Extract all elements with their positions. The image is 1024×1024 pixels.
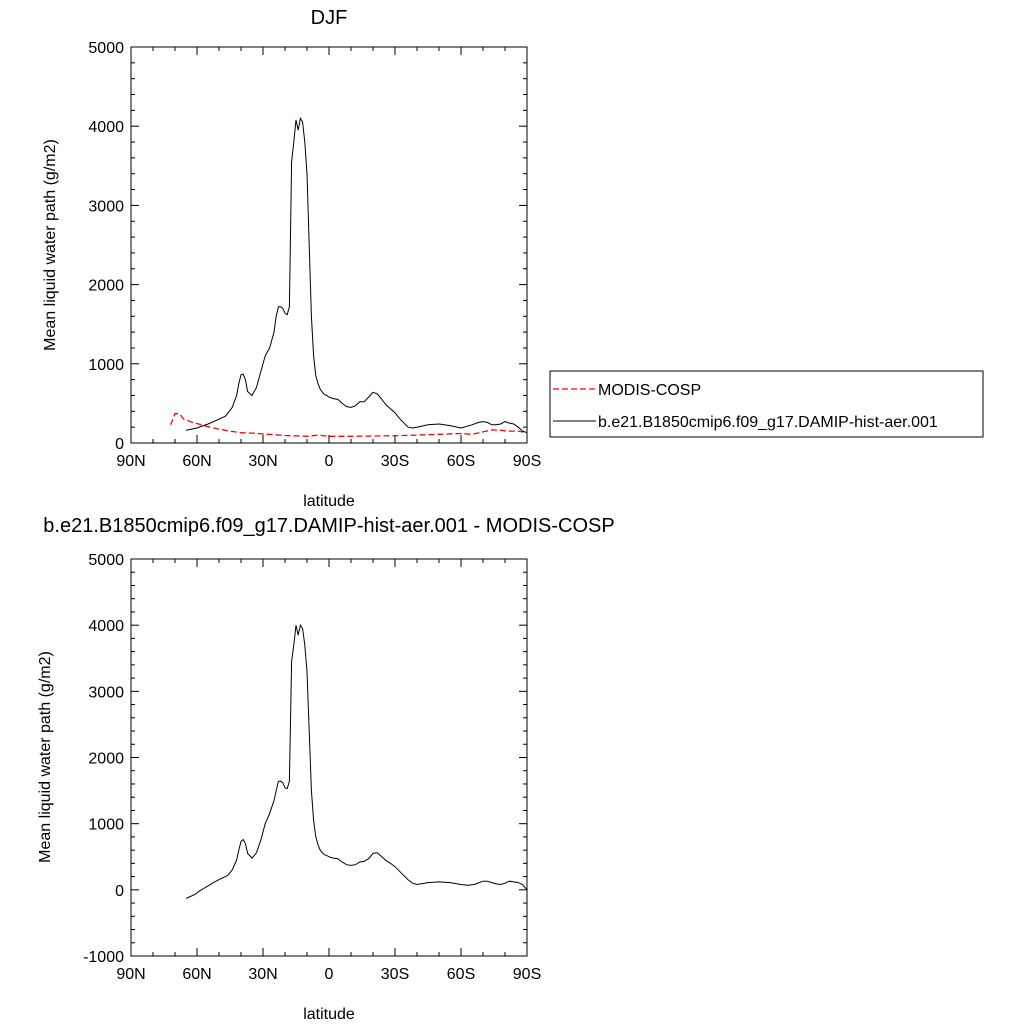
bottom-chart-title: b.e21.B1850cmip6.f09_g17.DAMIP-hist-aer.… bbox=[43, 515, 614, 537]
bottom-series-line-0 bbox=[185, 623, 528, 899]
y-tick-label: 0 bbox=[115, 883, 124, 900]
bottom-y-axis: -1000 0 1000 2000 3000 4000 5000 bbox=[83, 552, 527, 966]
bottom-x-axis: 90N 60N 30N 0 30S 60S 90S bbox=[116, 559, 541, 983]
top-y-axis: 0 1000 2000 3000 4000 5000 bbox=[88, 40, 527, 453]
y-tick-label: 4000 bbox=[88, 618, 124, 635]
legend-label-modis: MODIS-COSP bbox=[598, 382, 701, 399]
x-tick-label: 60N bbox=[182, 966, 211, 983]
y-tick-label: 1000 bbox=[88, 357, 124, 374]
top-x-axis-label: latitude bbox=[303, 493, 355, 510]
x-tick-label: 90S bbox=[513, 966, 541, 983]
x-tick-label: 60N bbox=[182, 453, 211, 470]
y-tick-label: -1000 bbox=[83, 949, 124, 966]
y-tick-label: 5000 bbox=[88, 552, 124, 569]
y-tick-label: 2000 bbox=[88, 751, 124, 768]
y-tick-label: 3000 bbox=[88, 198, 124, 215]
bottom-series-group bbox=[185, 623, 528, 899]
top-series-line-0 bbox=[169, 413, 528, 437]
y-tick-label: 0 bbox=[115, 436, 124, 453]
x-tick-label: 30N bbox=[248, 966, 277, 983]
top-x-axis: 90N 60N 30N 0 30S 60S 90S bbox=[116, 47, 541, 470]
top-y-axis-label: Mean liquid water path (g/m2) bbox=[42, 139, 59, 351]
legend-box bbox=[549, 370, 984, 438]
y-tick-label: 1000 bbox=[88, 817, 124, 834]
bottom-x-axis-label: latitude bbox=[303, 1006, 355, 1023]
bottom-y-axis-label: Mean liquid water path (g/m2) bbox=[37, 651, 54, 863]
y-tick-label: 5000 bbox=[88, 40, 124, 57]
x-tick-label: 30S bbox=[381, 453, 409, 470]
legend: MODIS-COSP b.e21.B1850cmip6.f09_g17.DAMI… bbox=[549, 370, 984, 438]
top-chart-title: DJF bbox=[311, 7, 348, 29]
x-tick-label: 60S bbox=[447, 453, 475, 470]
top-plot-frame bbox=[130, 46, 528, 444]
y-tick-label: 3000 bbox=[88, 684, 124, 701]
x-tick-label: 90N bbox=[116, 966, 145, 983]
legend-label-model: b.e21.B1850cmip6.f09_g17.DAMIP-hist-aer.… bbox=[598, 414, 938, 431]
bottom-panel: b.e21.B1850cmip6.f09_g17.DAMIP-hist-aer.… bbox=[37, 515, 615, 1023]
x-tick-label: 0 bbox=[325, 453, 334, 470]
x-tick-label: 60S bbox=[447, 966, 475, 983]
y-tick-label: 2000 bbox=[88, 278, 124, 295]
top-series-line-1 bbox=[185, 116, 528, 434]
top-panel: DJF 0 1000 2000 3000 4000 5000 90N 60N 30N 0 30S 6… bbox=[42, 7, 984, 510]
x-tick-label: 90N bbox=[116, 453, 145, 470]
x-tick-label: 30S bbox=[381, 966, 409, 983]
top-series-group bbox=[169, 116, 528, 437]
x-tick-label: 0 bbox=[325, 966, 334, 983]
y-tick-label: 4000 bbox=[88, 119, 124, 136]
x-tick-label: 30N bbox=[248, 453, 277, 470]
x-tick-label: 90S bbox=[513, 453, 541, 470]
